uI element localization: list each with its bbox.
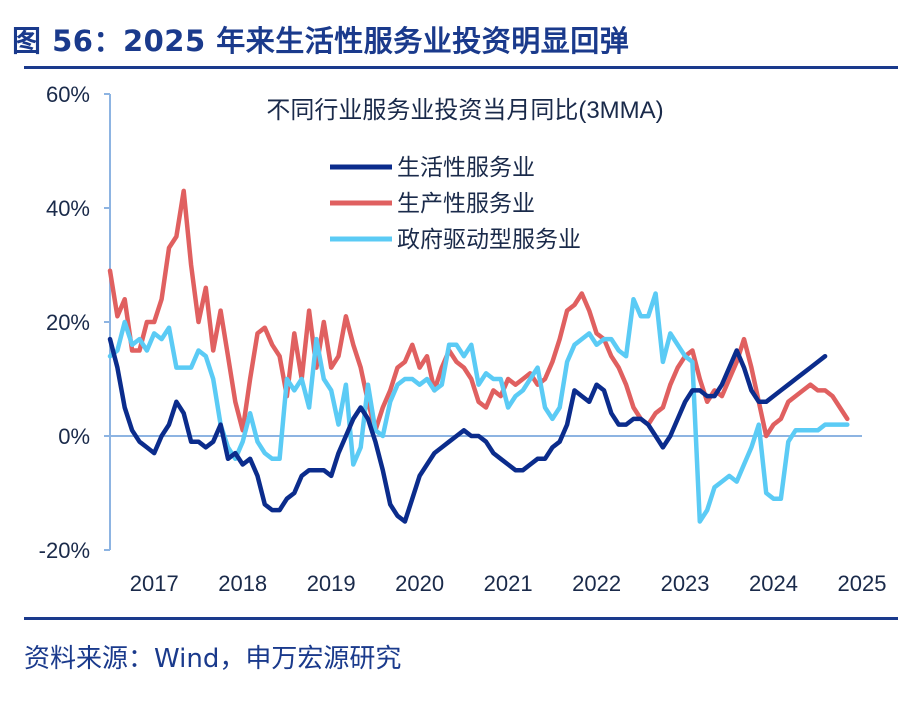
- x-tick-label: 2023: [661, 571, 710, 596]
- legend-label: 政府驱动型服务业: [397, 226, 581, 252]
- y-tick-label: 0%: [58, 424, 90, 449]
- series-line-1: [107, 188, 850, 439]
- x-tick-label: 2018: [218, 571, 267, 596]
- x-tick-label: 2025: [838, 571, 887, 596]
- source-note: 资料来源：Wind，申万宏源研究: [24, 644, 402, 674]
- x-tick-label: 2024: [749, 571, 798, 596]
- series-line-0: [107, 336, 828, 524]
- x-tick-label: 2021: [484, 571, 533, 596]
- legend-label: 生产性服务业: [397, 190, 535, 216]
- x-axis: 2017 2018 2019 2020 2021 2022 2023 2024 2025: [110, 435, 887, 596]
- y-tick-label: 20%: [46, 310, 90, 335]
- figure-title: 图 56：2025 年来生活性服务业投资明显回弹: [12, 24, 630, 58]
- x-tick-label: 2020: [395, 571, 444, 596]
- source-rule: [24, 617, 898, 620]
- title-rule: [24, 66, 898, 69]
- legend-label: 生活性服务业: [397, 154, 535, 180]
- x-tick-label: 2017: [130, 571, 179, 596]
- chart-title: 不同行业服务业投资当月同比(3MMA): [266, 97, 663, 124]
- y-tick-label: 40%: [46, 196, 90, 221]
- line-chart: 60% 40% 20% 0% -20% 2017 2018 2019 2020 2021 2022…: [39, 82, 887, 596]
- x-tick-label: 2022: [572, 571, 621, 596]
- series-line-2: [107, 291, 850, 524]
- y-axis: 60% 40% 20% 0% -20%: [39, 82, 111, 563]
- y-tick-label: -20%: [39, 538, 90, 563]
- x-tick-label: 2019: [307, 571, 356, 596]
- series-lines: [107, 188, 850, 524]
- y-tick-label: 60%: [46, 82, 90, 107]
